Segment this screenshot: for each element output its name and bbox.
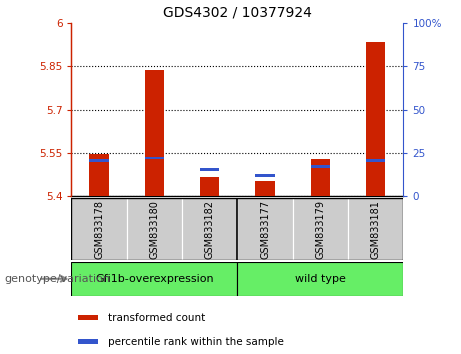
- Bar: [237, 262, 403, 296]
- Bar: [200, 177, 219, 196]
- Text: genotype/variation: genotype/variation: [5, 274, 111, 284]
- Bar: [89, 159, 109, 162]
- Bar: [71, 198, 127, 260]
- Text: GSM833182: GSM833182: [205, 200, 215, 259]
- Bar: [182, 198, 237, 260]
- Text: percentile rank within the sample: percentile rank within the sample: [108, 337, 284, 347]
- Bar: [145, 156, 164, 159]
- Bar: [237, 198, 293, 260]
- Text: GSM833178: GSM833178: [94, 200, 104, 259]
- Bar: [366, 42, 385, 196]
- Bar: [71, 262, 237, 296]
- Bar: [311, 165, 330, 168]
- Text: GSM833180: GSM833180: [149, 200, 160, 259]
- Bar: [89, 154, 109, 196]
- Text: GSM833179: GSM833179: [315, 200, 325, 259]
- Bar: [348, 198, 403, 260]
- Text: transformed count: transformed count: [108, 313, 205, 323]
- Bar: [200, 168, 219, 171]
- Title: GDS4302 / 10377924: GDS4302 / 10377924: [163, 5, 312, 19]
- Bar: [78, 338, 98, 344]
- Bar: [255, 181, 275, 196]
- Bar: [293, 198, 348, 260]
- Bar: [255, 174, 275, 177]
- Bar: [311, 159, 330, 196]
- Text: GSM833177: GSM833177: [260, 200, 270, 259]
- Bar: [145, 70, 164, 196]
- Text: wild type: wild type: [295, 274, 346, 284]
- Text: GSM833181: GSM833181: [371, 200, 381, 259]
- Bar: [366, 159, 385, 162]
- Bar: [78, 315, 98, 320]
- Text: Gfi1b-overexpression: Gfi1b-overexpression: [95, 274, 214, 284]
- Bar: [127, 198, 182, 260]
